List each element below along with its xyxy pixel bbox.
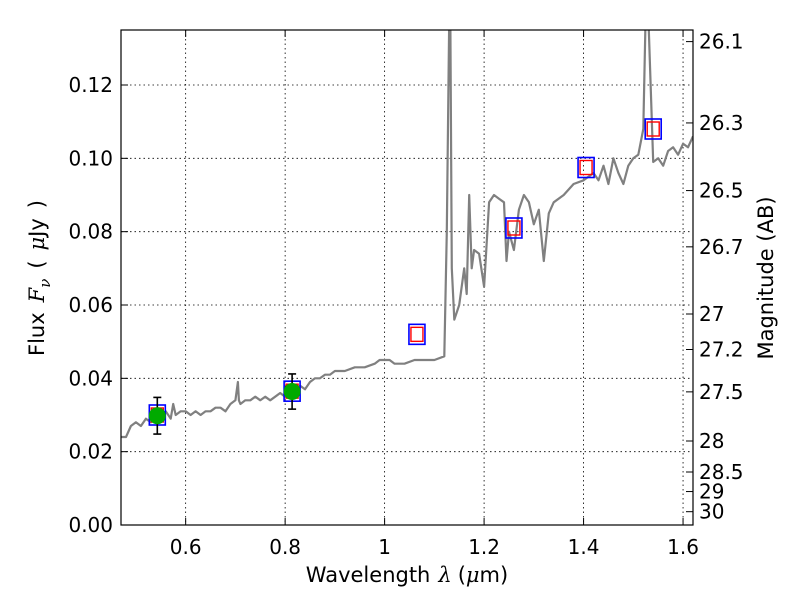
y-tick-label: 0.10 [68, 146, 113, 170]
y2-tick-label: 26.5 [699, 179, 744, 203]
x-tick-label: 0.6 [170, 535, 202, 559]
y-axis-unit-close: ) [25, 200, 49, 208]
y2-tick-label: 26.7 [699, 235, 744, 259]
y-axis-label: Flux Fν ( μJy) [25, 200, 54, 356]
x-axis-label: Wavelength λ (μm) [306, 563, 508, 587]
y2-tick-label: 26.3 [699, 111, 744, 135]
y2-tick-label: 27.5 [699, 380, 744, 404]
x-tick-label: 0.8 [269, 535, 301, 559]
observed-data-point [148, 407, 166, 425]
y2-tick-label: 29 [699, 480, 724, 504]
y-tick-label: 0.06 [68, 293, 113, 317]
x-axis-unit-open: ( [458, 563, 466, 587]
model-spectrum-line [121, 30, 693, 439]
y-tick-label: 0.08 [68, 220, 113, 244]
y2-tick-label: 27.2 [699, 337, 744, 361]
y2-tick-label: 30 [699, 500, 724, 524]
data-layer [121, 30, 693, 439]
model-photometry-inner-square [579, 159, 593, 176]
grid-layer [121, 30, 693, 526]
y-tick-label: 0.00 [68, 513, 113, 537]
y-axis-label-text: Flux [25, 312, 49, 356]
y-tick-label: 0.04 [68, 366, 113, 390]
tick-layer: 0.6 0.8 1 1.2 1.4 1.6 0.00 0.02 0.04 0.06 0.08 0.10… [68, 30, 743, 559]
model-photometry-square [577, 156, 595, 179]
x-tick-label: 1.4 [568, 535, 600, 559]
y2-axis-label: Magnitude (AB) [754, 196, 778, 359]
x-axis-unit-mu: μ [466, 563, 480, 587]
y2-tick-label: 27 [699, 302, 724, 326]
model-photometry-square [505, 217, 523, 239]
model-photometry-inner-square [507, 220, 521, 236]
svg-text:FluxFν(μJy): Flux Fν ( μJy) [25, 200, 54, 356]
model-photometry-inner-square [410, 326, 424, 343]
y-axis-unit-open: ( [25, 260, 49, 268]
observed-data-point [283, 383, 301, 401]
y2-tick-label: 26.1 [699, 30, 744, 54]
x-axis-label-text: Wavelength [306, 563, 431, 587]
plot-frame [120, 29, 694, 526]
model-photometry-square [644, 118, 663, 140]
x-axis-symbol: λ [437, 563, 451, 587]
x-tick-label: 1.2 [468, 535, 500, 559]
x-tick-label: 1.6 [667, 535, 699, 559]
y2-tick-label: 28 [699, 429, 724, 453]
y-tick-label: 0.02 [68, 440, 113, 464]
y2-tick-label: 28.5 [699, 460, 744, 484]
model-photometry-inner-square [646, 121, 660, 137]
y-axis-symbol: F [25, 286, 49, 303]
y-axis-unit-mu: μ [25, 237, 49, 251]
x-tick-label: 1 [378, 535, 391, 559]
y-axis-subscript: ν [36, 279, 54, 288]
model-photometry-square [408, 323, 426, 346]
y-axis-unit-rest: Jy [25, 218, 49, 239]
y-tick-label: 0.12 [68, 73, 113, 97]
x-axis-unit-rest: m) [480, 563, 509, 587]
